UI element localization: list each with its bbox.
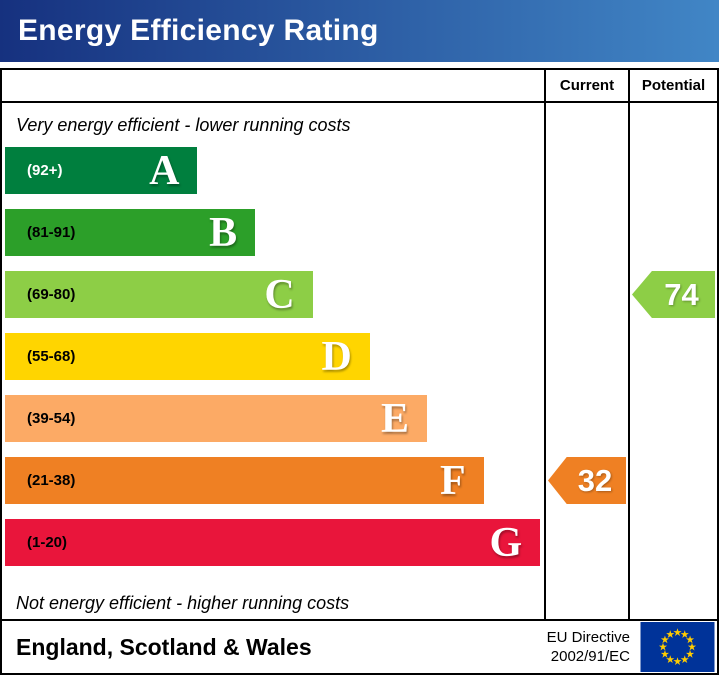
- top-note: Very energy efficient - lower running co…: [16, 114, 351, 135]
- band-letter-b: B: [209, 209, 238, 256]
- band-row-d: (55-68) D: [2, 333, 544, 395]
- band-range-e: (39-54): [27, 410, 76, 427]
- eu-flag-icon: [640, 622, 715, 672]
- band-bar-b: (81-91) B: [5, 209, 256, 256]
- band-letter-g: G: [489, 519, 523, 566]
- band-range-a: (92+): [27, 162, 63, 179]
- band-bar-a: (92+) A: [5, 147, 198, 194]
- band-letter-e: E: [381, 395, 410, 442]
- current-pointer: 32: [548, 457, 626, 504]
- band-range-g: (1-20): [27, 534, 68, 551]
- band-bar-f: (21-38) F: [5, 457, 484, 504]
- band-bar-e: (39-54) E: [5, 395, 428, 442]
- eu-directive-line2: 2002/91/EC: [550, 648, 630, 665]
- band-row-a: (92+) A: [2, 147, 544, 209]
- bands-column: Very energy efficient - lower running co…: [2, 103, 544, 619]
- page-title: Energy Efficiency Rating: [18, 14, 379, 47]
- band-row-e: (39-54) E: [2, 395, 544, 457]
- potential-pointer: 74: [632, 271, 715, 318]
- band-row-g: (1-20) G: [2, 519, 544, 581]
- current-rating-value: 32: [577, 462, 613, 498]
- chart-header-spacer: [2, 70, 544, 103]
- footer: England, Scotland & Wales EU Directive 2…: [0, 621, 719, 675]
- band-bar-g: (1-20) G: [5, 519, 541, 566]
- bottom-note: Not energy efficient - higher running co…: [16, 593, 350, 613]
- current-column: 32: [544, 103, 628, 619]
- band-range-f: (21-38): [27, 472, 76, 489]
- band-bar-d: (55-68) D: [5, 333, 370, 380]
- epc-rating-chart: Current Potential Very energy efficient …: [0, 68, 719, 621]
- eu-directive-label: EU Directive 2002/91/EC: [547, 628, 630, 667]
- band-range-b: (81-91): [27, 224, 76, 241]
- band-letter-a: A: [149, 147, 180, 194]
- band-letter-c: C: [264, 271, 295, 318]
- region-label: England, Scotland & Wales: [16, 633, 312, 660]
- potential-column: 74: [628, 103, 717, 619]
- band-row-f: (21-38) F: [2, 457, 544, 519]
- potential-column-header: Potential: [628, 70, 717, 103]
- band-row-c: (69-80) C: [2, 271, 544, 333]
- title-banner: Energy Efficiency Rating: [0, 0, 719, 62]
- band-bar-c: (69-80) C: [5, 271, 313, 318]
- current-column-header: Current: [544, 70, 628, 103]
- eu-directive-line1: EU Directive: [546, 628, 630, 646]
- band-letter-f: F: [439, 457, 466, 504]
- band-range-c: (69-80): [27, 286, 76, 303]
- band-row-b: (81-91) B: [2, 209, 544, 271]
- potential-rating-value: 74: [664, 276, 699, 312]
- band-letter-d: D: [321, 333, 352, 380]
- band-range-d: (55-68): [27, 348, 76, 365]
